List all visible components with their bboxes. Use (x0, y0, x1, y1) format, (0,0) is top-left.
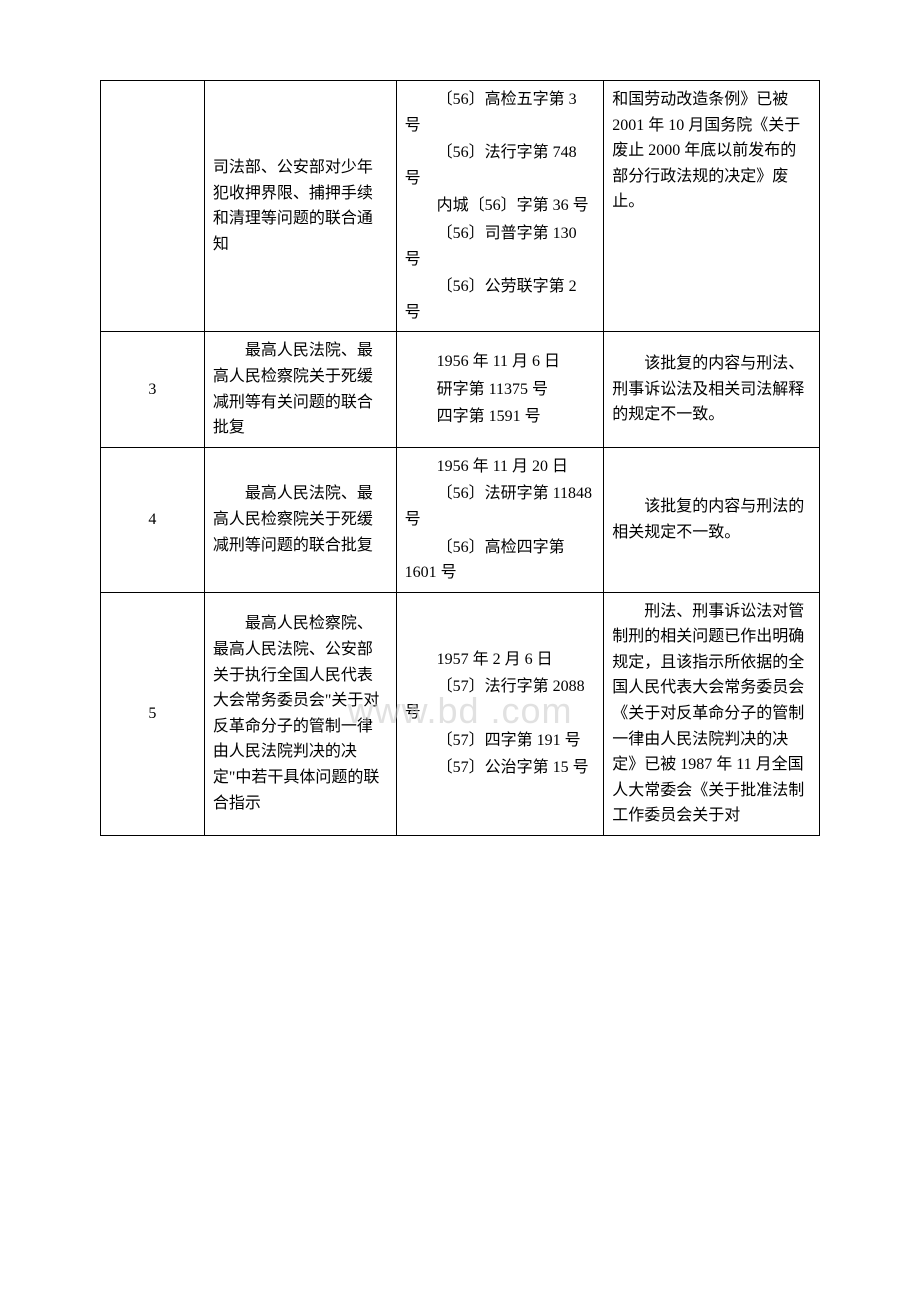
docnum-text: 〔57〕公治字第 15 号 (405, 755, 596, 781)
docnum-text: 内城〔56〕字第 36 号 (405, 193, 596, 219)
regulation-name: 最高人民法院、最高人民检察院关于死缓减刑等有关问题的联合批复 (204, 332, 396, 447)
table-row: 4最高人民法院、最高人民检察院关于死缓减刑等问题的联合批复1956 年 11 月… (101, 447, 820, 592)
table-row: 司法部、公安部对少年犯收押界限、捕押手续和清理等问题的联合通知〔56〕高检五字第… (101, 81, 820, 332)
docnum-text: 1956 年 11 月 20 日 (405, 454, 596, 480)
docnum-text: 〔56〕高检五字第 3 号 (405, 87, 596, 138)
document-number: 1957 年 2 月 6 日〔57〕法行字第 2088 号〔57〕四字第 191… (396, 592, 604, 835)
document-page: www.bd .com 司法部、公安部对少年犯收押界限、捕押手续和清理等问题的联… (100, 80, 820, 836)
abolish-reason: 该批复的内容与刑法的相关规定不一致。 (604, 447, 820, 592)
name-text: 司法部、公安部对少年犯收押界限、捕押手续和清理等问题的联合通知 (213, 155, 388, 257)
name-text: 最高人民检察院、最高人民法院、公安部关于执行全国人民代表大会常务委员会"关于对反… (213, 611, 388, 816)
reason-text: 该批复的内容与刑法、刑事诉讼法及相关司法解释的规定不一致。 (612, 351, 811, 428)
abolish-reason: 刑法、刑事诉讼法对管制刑的相关问题已作出明确规定，且该指示所依据的全国人民代表大… (604, 592, 820, 835)
table-row: 3最高人民法院、最高人民检察院关于死缓减刑等有关问题的联合批复1956 年 11… (101, 332, 820, 447)
row-number (101, 81, 205, 332)
regulations-table: 司法部、公安部对少年犯收押界限、捕押手续和清理等问题的联合通知〔56〕高检五字第… (100, 80, 820, 836)
reason-text: 刑法、刑事诉讼法对管制刑的相关问题已作出明确规定，且该指示所依据的全国人民代表大… (612, 599, 811, 829)
regulation-name: 最高人民法院、最高人民检察院关于死缓减刑等问题的联合批复 (204, 447, 396, 592)
docnum-text: 〔56〕高检四字第 1601 号 (405, 535, 596, 586)
regulation-name: 司法部、公安部对少年犯收押界限、捕押手续和清理等问题的联合通知 (204, 81, 396, 332)
abolish-reason: 该批复的内容与刑法、刑事诉讼法及相关司法解释的规定不一致。 (604, 332, 820, 447)
docnum-text: 〔57〕法行字第 2088 号 (405, 674, 596, 725)
docnum-text: 1956 年 11 月 6 日 (405, 349, 596, 375)
docnum-text: 1957 年 2 月 6 日 (405, 647, 596, 673)
row-number: 3 (101, 332, 205, 447)
name-text: 最高人民法院、最高人民检察院关于死缓减刑等有关问题的联合批复 (213, 338, 388, 440)
name-text: 最高人民法院、最高人民检察院关于死缓减刑等问题的联合批复 (213, 481, 388, 558)
docnum-text: 四字第 1591 号 (405, 404, 596, 430)
docnum-text: 〔56〕司普字第 130 号 (405, 221, 596, 272)
document-number: 〔56〕高检五字第 3 号〔56〕法行字第 748 号内城〔56〕字第 36 号… (396, 81, 604, 332)
table-row: 5最高人民检察院、最高人民法院、公安部关于执行全国人民代表大会常务委员会"关于对… (101, 592, 820, 835)
document-number: 1956 年 11 月 6 日研字第 11375 号四字第 1591 号 (396, 332, 604, 447)
abolish-reason: 和国劳动改造条例》已被 2001 年 10 月国务院《关于废止 2000 年底以… (604, 81, 820, 332)
docnum-text: 〔56〕法行字第 748 号 (405, 140, 596, 191)
reason-text: 和国劳动改造条例》已被 2001 年 10 月国务院《关于废止 2000 年底以… (612, 87, 811, 215)
row-number: 5 (101, 592, 205, 835)
docnum-text: 〔56〕公劳联字第 2 号 (405, 274, 596, 325)
document-number: 1956 年 11 月 20 日〔56〕法研字第 11848 号〔56〕高检四字… (396, 447, 604, 592)
docnum-text: 〔56〕法研字第 11848 号 (405, 481, 596, 532)
table-body: 司法部、公安部对少年犯收押界限、捕押手续和清理等问题的联合通知〔56〕高检五字第… (101, 81, 820, 836)
reason-text: 该批复的内容与刑法的相关规定不一致。 (612, 494, 811, 545)
docnum-text: 研字第 11375 号 (405, 377, 596, 403)
row-number: 4 (101, 447, 205, 592)
regulation-name: 最高人民检察院、最高人民法院、公安部关于执行全国人民代表大会常务委员会"关于对反… (204, 592, 396, 835)
docnum-text: 〔57〕四字第 191 号 (405, 728, 596, 754)
